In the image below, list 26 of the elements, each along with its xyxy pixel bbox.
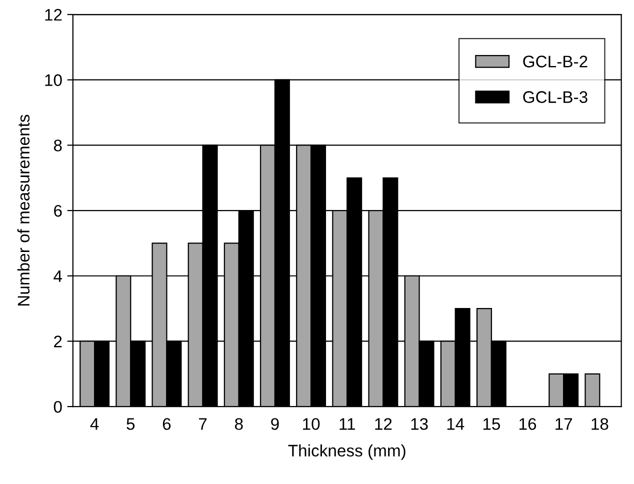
x-tick-label: 7 xyxy=(199,418,207,430)
y-tick-label: 2 xyxy=(54,336,62,348)
x-tick-label: 16 xyxy=(520,418,536,430)
x-tick-label: 6 xyxy=(162,418,171,430)
x-tick-label: 4 xyxy=(90,418,99,430)
y-tick-label: 8 xyxy=(54,140,62,152)
y-tick-label: 0 xyxy=(54,400,62,413)
x-tick-label: 17 xyxy=(556,418,572,430)
x-tick-label: 11 xyxy=(340,418,355,430)
y-tick-label: 10 xyxy=(45,74,62,86)
x-tick-label: 14 xyxy=(447,418,464,430)
x-tick-label: 15 xyxy=(483,418,500,430)
y-tick-label: 4 xyxy=(54,270,62,282)
x-tick-label: 12 xyxy=(375,418,392,430)
y-axis-title: Number of measurements xyxy=(17,114,30,306)
legend-label: GCL-B-3 xyxy=(523,91,588,103)
x-tick-label: 5 xyxy=(126,418,135,430)
x-tick-label: 9 xyxy=(271,418,279,430)
x-tick-label: 10 xyxy=(303,418,320,430)
x-tick-label: 8 xyxy=(234,418,243,430)
y-tick-label: 12 xyxy=(45,8,62,21)
x-tick-label: 13 xyxy=(411,418,428,430)
legend-label: GCL-B-2 xyxy=(523,56,588,68)
y-tick-label: 6 xyxy=(54,204,62,217)
x-axis-title: Thickness (mm) xyxy=(288,444,406,460)
x-tick-label: 18 xyxy=(592,418,608,430)
